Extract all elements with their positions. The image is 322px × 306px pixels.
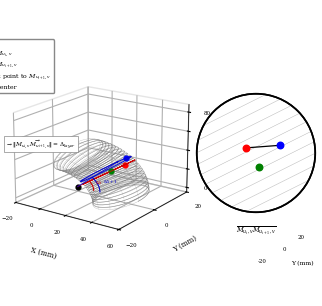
X-axis label: X (mm): X (mm) xyxy=(29,246,57,261)
Text: 0: 0 xyxy=(283,247,286,252)
Legend: Path, Point $M_{u_i,v}$, Point $M_{u_{i+1},v}$, Closest point to $M_{u_{i+1},v}$: Path, Point $M_{u_i,v}$, Point $M_{u_{i+… xyxy=(0,39,54,93)
Circle shape xyxy=(197,94,315,212)
Text: $\rightarrow\|\overrightarrow{M_{u_i,v}M_{u_{i+1},v}}\|=\Delta_{layer}$: $\rightarrow\|\overrightarrow{M_{u_i,v}M… xyxy=(5,138,76,151)
Text: $\overline{M_{u_i,v}M_{u_{i+1},v}}$: $\overline{M_{u_i,v}M_{u_{i+1},v}}$ xyxy=(236,225,276,237)
Point xyxy=(257,165,262,170)
Text: -20: -20 xyxy=(258,259,267,264)
Point xyxy=(278,143,283,148)
Y-axis label: Y (mm): Y (mm) xyxy=(172,234,199,253)
Point xyxy=(244,145,249,150)
Text: Y (mm): Y (mm) xyxy=(291,261,314,266)
Text: 20: 20 xyxy=(298,235,305,240)
